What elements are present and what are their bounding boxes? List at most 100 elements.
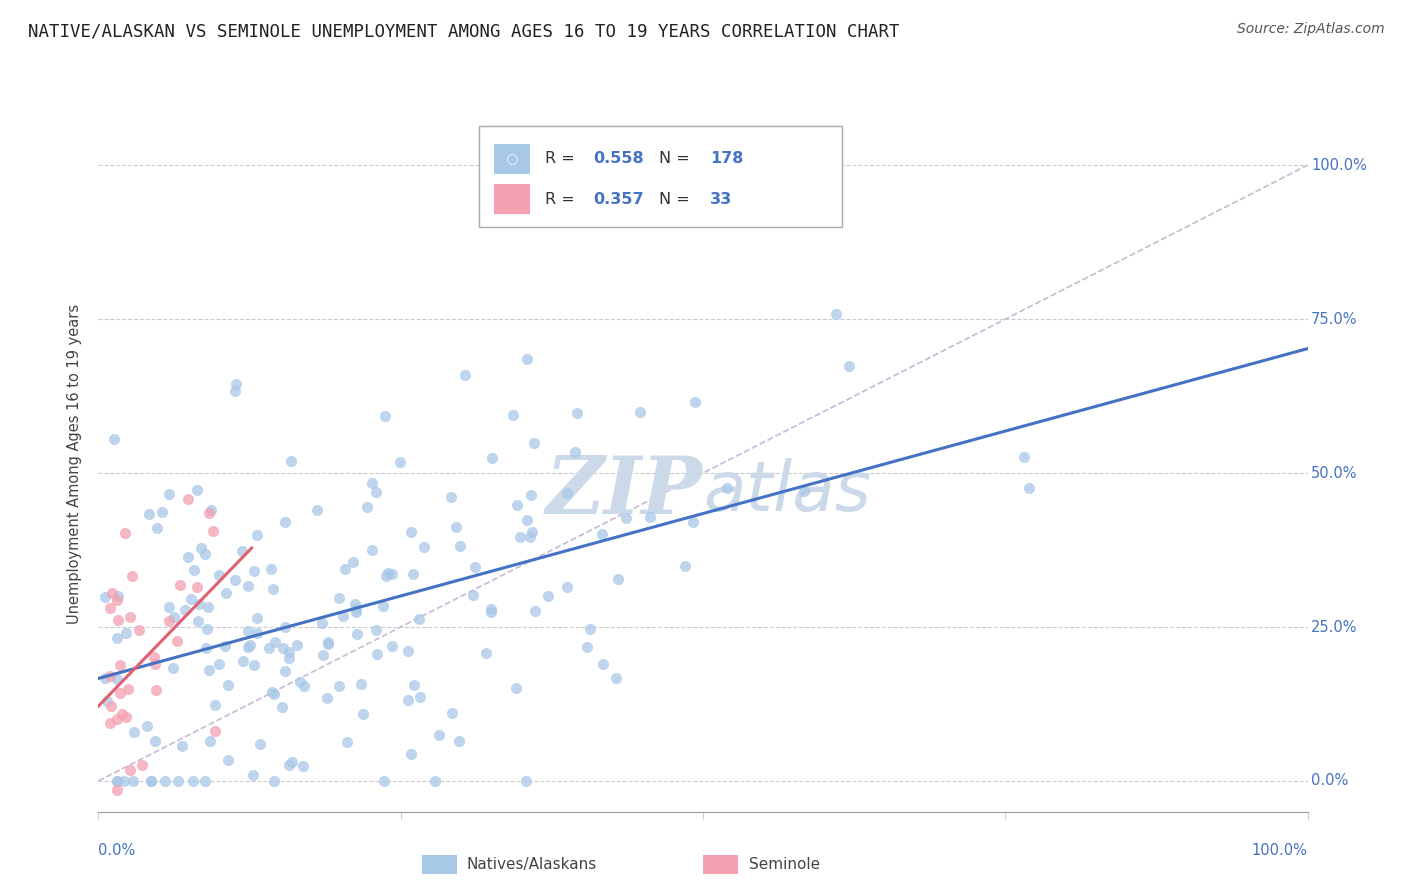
Point: [389, 455, 412, 469]
Point: [142, 649, 165, 664]
Text: 0.0%: 0.0%: [98, 843, 135, 858]
Point: [177, 491, 200, 506]
Point: [122, 773, 145, 788]
Point: [117, 681, 139, 696]
Text: 100.0%: 100.0%: [1312, 158, 1367, 173]
Point: [152, 505, 174, 519]
Text: 25.0%: 25.0%: [1312, 620, 1358, 634]
FancyBboxPatch shape: [494, 144, 530, 174]
Point: [145, 683, 167, 698]
Point: [335, 562, 357, 576]
Point: [454, 368, 477, 383]
Point: [157, 487, 180, 501]
Point: [198, 506, 221, 520]
Point: [208, 568, 231, 582]
Point: [285, 638, 308, 652]
Point: [409, 690, 432, 704]
Point: [361, 543, 384, 558]
Point: [215, 586, 238, 600]
Point: [346, 627, 368, 641]
Point: [312, 648, 335, 662]
Point: [614, 510, 637, 524]
Point: [408, 612, 430, 626]
Point: [94, 671, 117, 685]
Point: [197, 599, 219, 614]
Point: [138, 820, 160, 834]
Point: [188, 597, 211, 611]
Point: [374, 409, 396, 424]
Point: [197, 663, 219, 677]
Point: [236, 624, 259, 638]
Text: Seminole: Seminole: [749, 857, 821, 871]
Point: [243, 658, 266, 673]
Point: [198, 734, 221, 748]
Point: [479, 602, 502, 616]
FancyBboxPatch shape: [479, 127, 842, 227]
Point: [838, 359, 860, 374]
Point: [440, 706, 463, 720]
Point: [605, 671, 627, 685]
Point: [592, 657, 614, 672]
Point: [278, 651, 301, 665]
Point: [246, 610, 269, 624]
Point: [537, 589, 560, 603]
Point: [509, 530, 531, 544]
Point: [523, 435, 546, 450]
Point: [682, 516, 704, 530]
Text: 0.558: 0.558: [593, 151, 644, 166]
Point: [292, 679, 315, 693]
Point: [399, 525, 422, 540]
Point: [263, 635, 285, 649]
Point: [352, 707, 374, 722]
Point: [214, 639, 236, 653]
Point: [157, 599, 180, 614]
Point: [107, 773, 129, 788]
Text: 0.357: 0.357: [593, 192, 644, 207]
Point: [673, 559, 696, 574]
Point: [356, 500, 378, 514]
Point: [628, 405, 651, 419]
Point: [412, 540, 434, 554]
Point: [555, 486, 578, 500]
Point: [166, 634, 188, 648]
Point: [371, 599, 394, 613]
Point: [138, 507, 160, 521]
Point: [449, 539, 471, 553]
Point: [136, 719, 159, 733]
Point: [555, 580, 578, 594]
Point: [332, 608, 354, 623]
Point: [273, 620, 295, 634]
Text: 50.0%: 50.0%: [1312, 466, 1358, 481]
Point: [402, 678, 425, 692]
Point: [108, 658, 131, 673]
Point: [121, 569, 143, 583]
Point: [98, 716, 121, 731]
Point: [328, 591, 350, 605]
Point: [114, 526, 136, 541]
Point: [155, 773, 177, 788]
Point: [274, 515, 297, 529]
Point: [519, 530, 541, 544]
Point: [638, 510, 661, 524]
Point: [825, 307, 848, 321]
Point: [145, 657, 167, 672]
Point: [131, 757, 153, 772]
Point: [278, 645, 301, 659]
Point: [238, 579, 260, 593]
Point: [208, 657, 231, 671]
Point: [239, 638, 262, 652]
Point: [399, 747, 422, 762]
Point: [105, 773, 128, 788]
Point: [307, 503, 329, 517]
Point: [344, 605, 367, 619]
Point: [105, 713, 128, 727]
Point: [162, 661, 184, 675]
Point: [141, 773, 163, 788]
Point: [100, 669, 122, 683]
Point: [423, 773, 446, 788]
Point: [316, 690, 339, 705]
Point: [683, 395, 706, 409]
Point: [464, 560, 486, 574]
Point: [157, 614, 180, 628]
Point: [427, 728, 450, 742]
